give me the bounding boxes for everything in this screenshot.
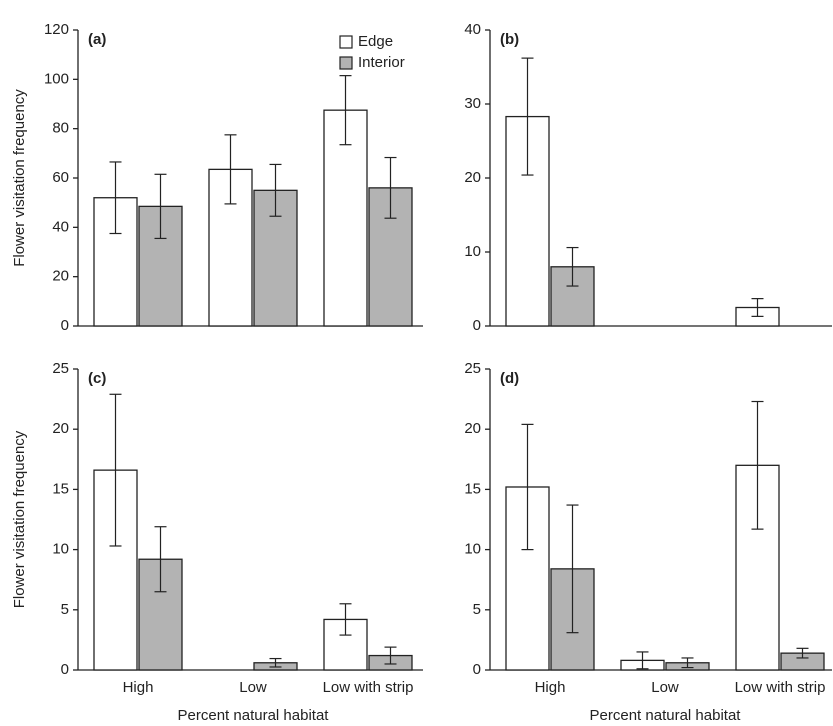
error-bar xyxy=(384,156,397,219)
error-bar xyxy=(681,657,694,669)
y-tick-label: 40 xyxy=(52,218,69,235)
y-tick-label: 40 xyxy=(464,21,481,38)
y-tick-label: 0 xyxy=(61,661,69,678)
error-bar xyxy=(154,173,167,240)
error-bar xyxy=(566,504,579,634)
legend-label: Edge xyxy=(358,33,393,50)
panel-label: (a) xyxy=(88,31,106,48)
bar xyxy=(323,109,368,327)
error-bar xyxy=(224,134,237,205)
x-tick-label: Low with strip xyxy=(323,679,414,696)
x-tick-label: Low xyxy=(239,679,267,696)
y-tick-label: 10 xyxy=(464,243,481,260)
y-tick-label: 0 xyxy=(61,317,69,334)
y-tick-label: 60 xyxy=(52,169,69,186)
error-bar xyxy=(384,646,397,665)
error-bar xyxy=(339,603,352,636)
error-bar xyxy=(154,526,167,593)
x-tick-label: Low xyxy=(651,679,679,696)
y-tick-label: 10 xyxy=(52,541,69,558)
y-axis-title: Flower visitation frequency xyxy=(11,430,28,608)
error-bar xyxy=(636,651,649,670)
y-tick-label: 100 xyxy=(44,70,69,87)
y-tick-label: 20 xyxy=(52,268,69,285)
y-tick-label: 80 xyxy=(52,120,69,137)
y-tick-label: 20 xyxy=(464,169,481,186)
x-tick-label: High xyxy=(123,679,154,696)
x-axis-title: Percent natural habitat xyxy=(590,707,742,724)
panel-label: (c) xyxy=(88,370,106,387)
x-axis-title: Percent natural habitat xyxy=(178,707,330,724)
error-bar xyxy=(751,400,764,530)
y-tick-label: 20 xyxy=(52,420,69,437)
error-bar xyxy=(109,393,122,547)
y-tick-label: 120 xyxy=(44,21,69,38)
error-bar xyxy=(521,57,534,176)
error-bar xyxy=(796,647,809,659)
error-bar xyxy=(269,163,282,217)
y-tick-label: 15 xyxy=(464,480,481,497)
y-tick-label: 25 xyxy=(52,360,69,377)
x-tick-label: High xyxy=(535,679,566,696)
x-tick-label: Low with strip xyxy=(735,679,826,696)
error-bar xyxy=(109,161,122,235)
y-axis-title: Flower visitation frequency xyxy=(11,89,28,267)
y-tick-label: 10 xyxy=(464,541,481,558)
panel-label: (b) xyxy=(500,31,519,48)
legend-swatch xyxy=(339,35,353,49)
error-bar xyxy=(521,423,534,551)
panel-label: (d) xyxy=(500,370,519,387)
error-bar xyxy=(566,246,579,287)
y-tick-label: 30 xyxy=(464,95,481,112)
y-tick-label: 20 xyxy=(464,420,481,437)
legend-label: Interior xyxy=(358,54,405,71)
legend-swatch xyxy=(339,56,353,70)
y-tick-label: 15 xyxy=(52,480,69,497)
error-bar xyxy=(269,657,282,668)
error-bar xyxy=(751,298,764,317)
y-tick-label: 5 xyxy=(473,601,481,618)
error-bar xyxy=(339,75,352,146)
y-tick-label: 0 xyxy=(473,661,481,678)
y-tick-label: 25 xyxy=(464,360,481,377)
y-tick-label: 5 xyxy=(61,601,69,618)
y-tick-label: 0 xyxy=(473,317,481,334)
